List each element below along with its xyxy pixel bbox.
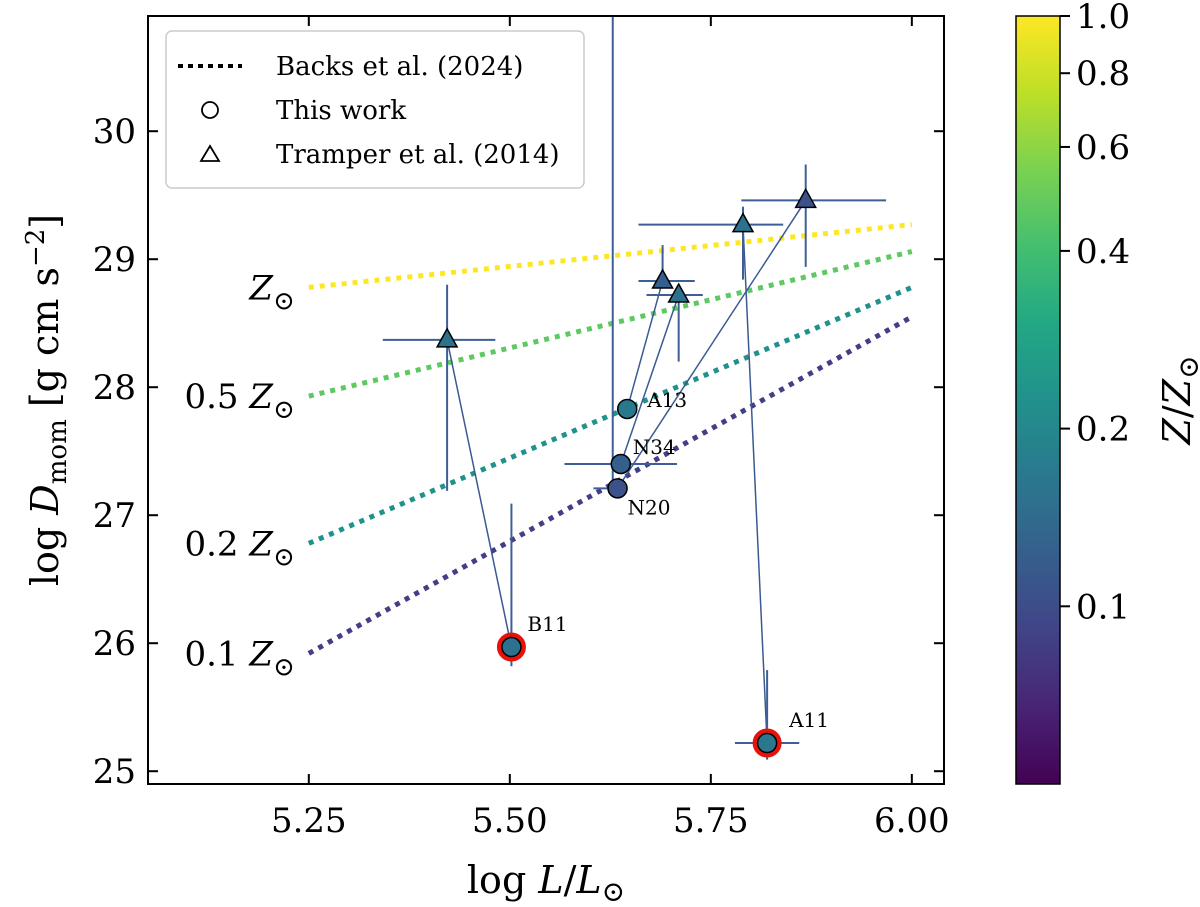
x-tick-label: 6.00 <box>874 801 950 841</box>
colorbar-tick-label: 0.4 <box>1076 232 1130 272</box>
colorbar-tick-label: 0.1 <box>1076 587 1130 627</box>
y-axis-ticks: 25 26 27 28 29 30 <box>93 112 944 792</box>
tramper-triangle-marker <box>794 187 817 209</box>
star-label-n34: N34 <box>633 435 676 459</box>
x-axis-label: log L/L⊙ <box>467 858 625 907</box>
connection-lines <box>446 199 807 744</box>
relation-line <box>308 222 913 290</box>
tramper-triangle-marker <box>731 212 755 233</box>
connection-line <box>446 339 513 648</box>
y-tick-label: 30 <box>93 112 136 152</box>
x-tick-label: 5.75 <box>673 801 749 841</box>
highlight-ring <box>752 728 782 758</box>
tramper-triangle-marker <box>667 282 690 303</box>
colorbar-tick-label: 0.8 <box>1076 54 1130 94</box>
metallicity-label: 0.1 Z⊙ <box>184 634 294 682</box>
relations-layer <box>307 222 914 656</box>
y-axis-label: log Dmom [g cm s−2] <box>21 214 73 586</box>
plot-frame <box>147 15 945 785</box>
this-work-circle-marker <box>616 398 638 420</box>
metallicity-labels: Z⊙ 0.5 Z⊙ 0.2 Z⊙ 0.1 Z⊙ <box>184 268 294 682</box>
legend-circle-marker <box>201 101 219 119</box>
data-markers <box>435 187 817 758</box>
colorbar-tick-label: 0.2 <box>1076 410 1130 450</box>
y-tick-label: 29 <box>93 240 136 280</box>
metallicity-label: 0.5 Z⊙ <box>184 377 294 425</box>
y-tick-label: 28 <box>93 368 136 408</box>
this-work-circle-marker <box>607 478 628 499</box>
metallicity-label: 0.2 Z⊙ <box>184 524 294 572</box>
legend-label-this-work: This work <box>276 96 406 126</box>
connection-line <box>626 280 664 410</box>
tramper-triangle-marker <box>651 268 674 289</box>
relation-line <box>308 249 913 399</box>
colorbar-ticks: 0.1 0.2 0.4 0.6 0.8 1.0 <box>1060 0 1130 627</box>
star-labels: A13 N34 N20 B11 A11 <box>527 388 829 732</box>
tramper-triangle-marker <box>435 327 459 348</box>
y-tick-label: 25 <box>93 752 136 792</box>
connection-line <box>742 224 768 744</box>
star-label-a11: A11 <box>788 708 829 732</box>
star-label-a13: A13 <box>646 388 687 412</box>
metallicity-label: Z⊙ <box>248 268 294 316</box>
this-work-circle-marker <box>501 636 522 658</box>
colorbar-label: Z/Z⊙ <box>1155 355 1200 445</box>
connection-line <box>620 294 680 465</box>
x-tick-label: 5.25 <box>271 801 347 841</box>
legend-triangle-marker <box>199 144 221 162</box>
highlight-ring <box>496 632 526 662</box>
this-work-circle-marker <box>756 732 778 754</box>
colorbar-gradient <box>1015 15 1061 785</box>
star-label-n20: N20 <box>628 495 671 519</box>
star-label-b11: B11 <box>527 612 567 636</box>
colorbar-tick-label: 1.0 <box>1076 0 1130 37</box>
x-tick-label: 5.50 <box>472 801 548 841</box>
colorbar-tick-label: 0.6 <box>1076 128 1130 168</box>
legend: Backs et al. (2024) This work Tramper et… <box>165 30 585 189</box>
legend-label-backs: Backs et al. (2024) <box>276 52 523 82</box>
colorbar: 0.1 0.2 0.4 0.6 0.8 1.0 Z/Z⊙ <box>1015 0 1200 785</box>
legend-box <box>165 30 585 189</box>
this-work-circle-marker <box>610 453 632 475</box>
y-tick-label: 26 <box>93 624 136 664</box>
connection-line <box>616 199 807 489</box>
legend-label-tramper: Tramper et al. (2014) <box>276 140 560 170</box>
y-tick-label: 27 <box>93 496 136 536</box>
x-axis-ticks: 5.25 5.50 5.75 6.00 <box>271 16 950 841</box>
